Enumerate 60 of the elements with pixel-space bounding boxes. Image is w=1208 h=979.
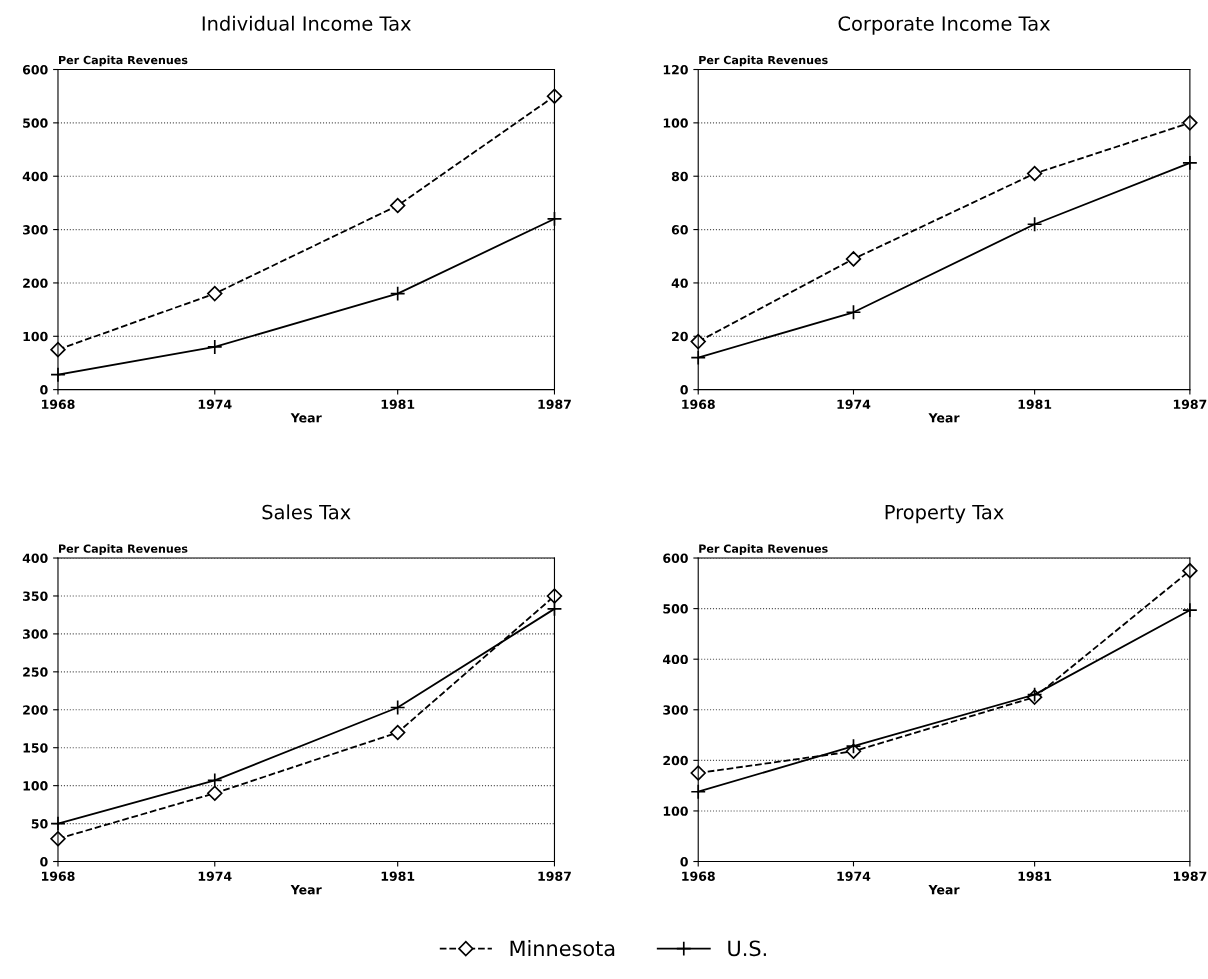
y-axis-title: Per Capita Revenues	[59, 544, 188, 555]
y-tick-label: 100	[23, 781, 48, 791]
y-tick-label: 200	[663, 755, 688, 766]
y-tick-label: 200	[23, 705, 48, 715]
x-tick-label: 1974	[198, 871, 232, 881]
y-tick-label: 600	[22, 64, 48, 75]
x-axis-title: Year	[290, 885, 322, 895]
y-tick-label: 200	[23, 278, 48, 288]
y-tick-label: 100	[663, 118, 688, 128]
y-tick-label: 400	[22, 171, 48, 182]
x-tick-label: 1968	[682, 871, 715, 881]
y-tick-label: 500	[663, 604, 688, 614]
legend-label: U.S.	[728, 940, 766, 957]
y-axis-title: Per Capita Revenues	[59, 55, 188, 67]
y-tick-label: 0	[40, 856, 48, 867]
x-tick-label: 1974	[837, 871, 871, 881]
y-tick-label: 350	[23, 591, 48, 601]
y-tick-label: 300	[23, 225, 48, 235]
x-tick-label: 1981	[1018, 399, 1052, 410]
y-tick-label: 250	[23, 667, 48, 677]
x-tick-label: 1981	[381, 399, 415, 410]
x-tick-label: 1987	[1173, 871, 1207, 881]
y-tick-label: 150	[23, 743, 48, 753]
x-tick-label: 1987	[1173, 399, 1207, 410]
y-tick-label: 50	[31, 819, 48, 829]
chart-title: Property Tax	[885, 504, 1004, 524]
chart-title: Sales Tax	[262, 504, 351, 520]
chart-title: Individual Income Tax	[202, 15, 411, 31]
y-axis-title: Per Capita Revenues	[699, 544, 828, 555]
x-tick-label: 1987	[538, 399, 571, 410]
y-tick-label: 60	[671, 225, 688, 235]
x-tick-label: 1974	[837, 399, 871, 410]
y-tick-label: 80	[671, 171, 688, 182]
x-tick-label: 1987	[538, 871, 571, 881]
x-tick-label: 1968	[42, 871, 75, 881]
x-tick-label: 1981	[1018, 871, 1052, 881]
y-tick-label: 600	[663, 553, 688, 563]
y-tick-label: 400	[662, 654, 688, 665]
x-tick-label: 1974	[198, 399, 232, 410]
y-tick-label: 20	[672, 331, 688, 342]
x-axis-title: Year	[928, 885, 960, 895]
y-axis-title: Per Capita Revenues	[699, 55, 828, 67]
y-tick-label: 40	[671, 278, 688, 288]
legend-label: Minnesota	[510, 940, 615, 957]
x-axis-title: Year	[290, 413, 322, 423]
y-tick-label: 100	[23, 331, 48, 342]
x-tick-label: 1981	[381, 871, 415, 881]
y-tick-label: 0	[680, 385, 688, 395]
y-tick-label: 300	[663, 705, 688, 715]
y-tick-label: 400	[22, 553, 48, 563]
y-tick-label: 100	[663, 806, 688, 816]
y-tick-label: 500	[23, 118, 48, 128]
x-tick-label: 1968	[42, 399, 75, 410]
y-tick-label: 0	[40, 385, 48, 395]
y-tick-label: 300	[23, 629, 48, 639]
y-tick-label: 120	[663, 64, 688, 75]
y-tick-label: 0	[680, 856, 688, 867]
chart-title: Corporate Income Tax	[838, 16, 1051, 35]
x-tick-label: 1968	[682, 399, 715, 410]
x-axis-title: Year	[928, 413, 960, 423]
